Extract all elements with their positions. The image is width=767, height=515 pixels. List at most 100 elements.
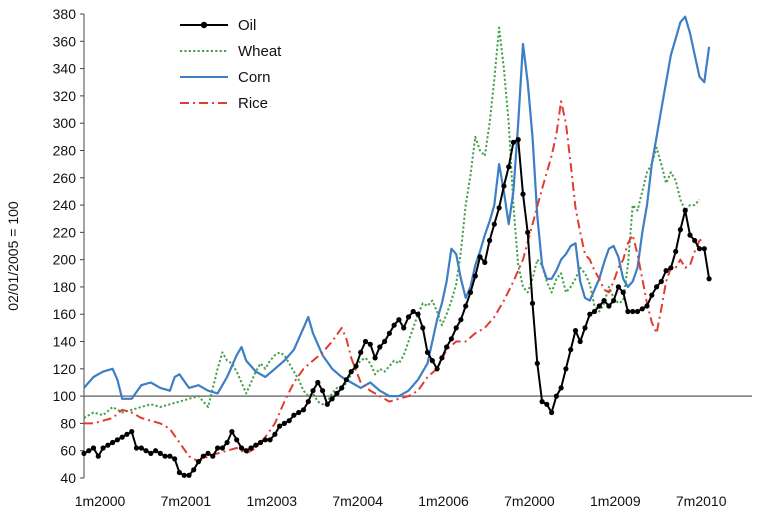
data-point-oil: [95, 453, 101, 459]
data-point-oil: [358, 349, 364, 355]
legend-item-oil: Oil: [180, 17, 256, 34]
data-point-oil: [668, 265, 674, 271]
data-point-oil: [673, 248, 679, 255]
data-point-oil: [463, 303, 469, 309]
data-point-oil: [248, 445, 254, 451]
data-point-oil: [615, 284, 622, 290]
x-tick-label: 1m2003: [246, 493, 297, 509]
data-point-oil: [229, 429, 235, 435]
data-point-oil: [382, 338, 388, 345]
y-axis: 40 60 80 100 120 140 160 180 200 220 240 260 280 300 3…: [53, 6, 752, 486]
x-tick-label: 7m2010: [676, 493, 727, 509]
y-tick-label: 40: [60, 470, 76, 486]
data-point-oil: [224, 439, 230, 446]
data-point-oil: [296, 409, 302, 416]
data-point-oil: [444, 344, 450, 350]
data-point-oil: [267, 437, 273, 443]
data-point-oil: [687, 232, 693, 238]
data-point-oil: [162, 453, 168, 459]
x-tick-label: 7m2000: [504, 493, 555, 509]
y-tick-label: 200: [53, 252, 77, 268]
y-axis-title: 02/01/2005 = 100: [5, 201, 21, 311]
data-point-oil: [339, 385, 345, 391]
data-point-oil: [148, 450, 154, 456]
data-point-oil: [377, 344, 383, 350]
data-point-oil: [692, 237, 698, 244]
data-point-oil: [234, 437, 240, 443]
data-point-oil: [706, 276, 712, 282]
data-point-oil: [191, 467, 197, 473]
data-point-oil: [114, 437, 120, 443]
data-point-oil: [205, 450, 211, 456]
data-point-oil: [320, 388, 326, 394]
data-point-oil: [448, 336, 454, 342]
data-point-oil: [219, 445, 225, 451]
data-point-oil: [606, 303, 612, 309]
data-point-oil: [86, 448, 92, 454]
legend: Oil Wheat Corn Rice: [180, 17, 282, 112]
data-point-oil: [596, 303, 602, 309]
data-point-oil: [534, 360, 540, 366]
series-line-corn: [83, 15, 711, 400]
data-point-oil: [153, 448, 159, 454]
x-tick-label: 1m2009: [590, 493, 641, 509]
data-point-oil: [329, 396, 335, 402]
y-tick-label: 380: [53, 6, 77, 22]
data-point-oil: [582, 325, 588, 331]
data-point-oil: [496, 205, 502, 211]
data-point-oil: [343, 377, 349, 383]
legend-label-oil: Oil: [238, 17, 256, 34]
y-tick-label: 240: [53, 197, 77, 213]
data-point-oil: [587, 311, 593, 317]
x-tick-label: 7m2001: [161, 493, 212, 509]
data-point-oil: [391, 322, 397, 328]
legend-marker-oil: [200, 21, 208, 29]
y-tick-label: 120: [53, 361, 77, 377]
data-point-oil: [639, 306, 645, 312]
data-point-oil: [644, 303, 650, 309]
data-point-oil: [424, 349, 431, 355]
data-point-oil: [467, 289, 474, 295]
data-point-oil: [310, 388, 316, 394]
data-point-oil: [367, 341, 373, 347]
data-point-oil: [625, 308, 631, 315]
y-tick-label: 80: [60, 415, 76, 431]
series-line-rice: [84, 100, 705, 463]
legend-label-corn: Corn: [238, 69, 271, 86]
data-point-oil: [186, 472, 192, 478]
data-point-oil: [696, 246, 703, 252]
y-tick-label: 180: [53, 279, 77, 295]
data-point-oil: [549, 409, 555, 416]
x-tick-label: 1m2006: [418, 493, 469, 509]
data-point-oil: [558, 385, 564, 391]
data-point-oil: [262, 437, 268, 443]
data-point-oil: [277, 423, 283, 429]
data-point-oil: [286, 418, 292, 424]
data-point-oil: [434, 366, 440, 372]
data-point-oil: [611, 298, 617, 304]
series-line-wheat: [83, 26, 701, 419]
data-point-oil: [568, 347, 574, 353]
data-point-oil: [401, 325, 407, 331]
data-point-oil: [429, 358, 435, 364]
data-point-oil: [506, 164, 512, 170]
data-point-oil: [663, 268, 669, 274]
legend-item-rice: Rice: [180, 95, 268, 112]
legend-item-corn: Corn: [180, 69, 271, 86]
data-point-oil: [386, 330, 392, 336]
y-tick-label: 60: [60, 443, 76, 459]
data-point-oil: [420, 325, 426, 331]
data-point-oil: [124, 431, 130, 437]
data-point-oil: [396, 317, 402, 323]
data-point-oil: [634, 308, 641, 315]
data-point-oil: [334, 390, 340, 396]
data-point-oil: [324, 401, 330, 407]
y-tick-label: 300: [53, 115, 77, 131]
data-point-oil: [238, 445, 245, 451]
data-point-oil: [577, 338, 583, 345]
data-point-oil: [515, 137, 521, 143]
y-tick-label: 100: [53, 388, 77, 404]
data-point-oil: [482, 259, 488, 265]
data-point-oil: [654, 284, 660, 290]
data-point-oil: [591, 308, 598, 315]
